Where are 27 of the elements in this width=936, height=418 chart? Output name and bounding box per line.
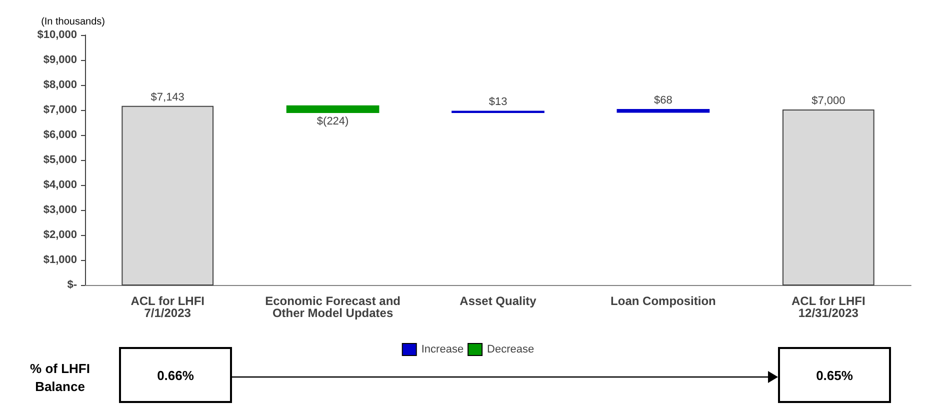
x-tick-label: Loan Composition bbox=[610, 294, 716, 308]
legend-label: Decrease bbox=[487, 344, 534, 356]
y-tick-label: $1,000 bbox=[43, 254, 77, 266]
x-tick-label: Economic Forecast and Other Model Updates bbox=[265, 294, 400, 320]
y-tick-label: $2,000 bbox=[43, 229, 77, 241]
y-tick-label: $5,000 bbox=[43, 154, 77, 166]
x-tick-label: ACL for LHFI 7/1/2023 bbox=[130, 294, 204, 320]
legend-label: Increase bbox=[421, 344, 464, 356]
text: % of LHFI Balance bbox=[29, 360, 91, 396]
data-label: $7,000 bbox=[812, 95, 846, 107]
y-tick-label: $7,000 bbox=[43, 104, 77, 116]
x-tick-label: Asset Quality bbox=[460, 294, 537, 308]
data-label: $7,143 bbox=[150, 91, 184, 104]
y-tick-label: $10,000 bbox=[37, 29, 77, 41]
x-tick-label: ACL for LHFI 12/31/2023 bbox=[792, 294, 866, 320]
y-tick-label: $9,000 bbox=[43, 54, 77, 66]
y-tick-label: $- bbox=[67, 279, 78, 291]
text: 0.65% bbox=[778, 347, 891, 403]
y-tick-label: $6,000 bbox=[43, 129, 77, 141]
data-label: $68 bbox=[654, 94, 672, 106]
y-tick-label: $4,000 bbox=[43, 179, 77, 191]
y-tick-label: $3,000 bbox=[43, 204, 77, 216]
data-label: $13 bbox=[488, 96, 508, 108]
text: 0.66% bbox=[119, 347, 232, 403]
y-tick-label: $8,000 bbox=[43, 79, 77, 91]
y-axis-title: (In thousands) bbox=[41, 16, 105, 28]
data-label: $(224) bbox=[316, 116, 349, 128]
